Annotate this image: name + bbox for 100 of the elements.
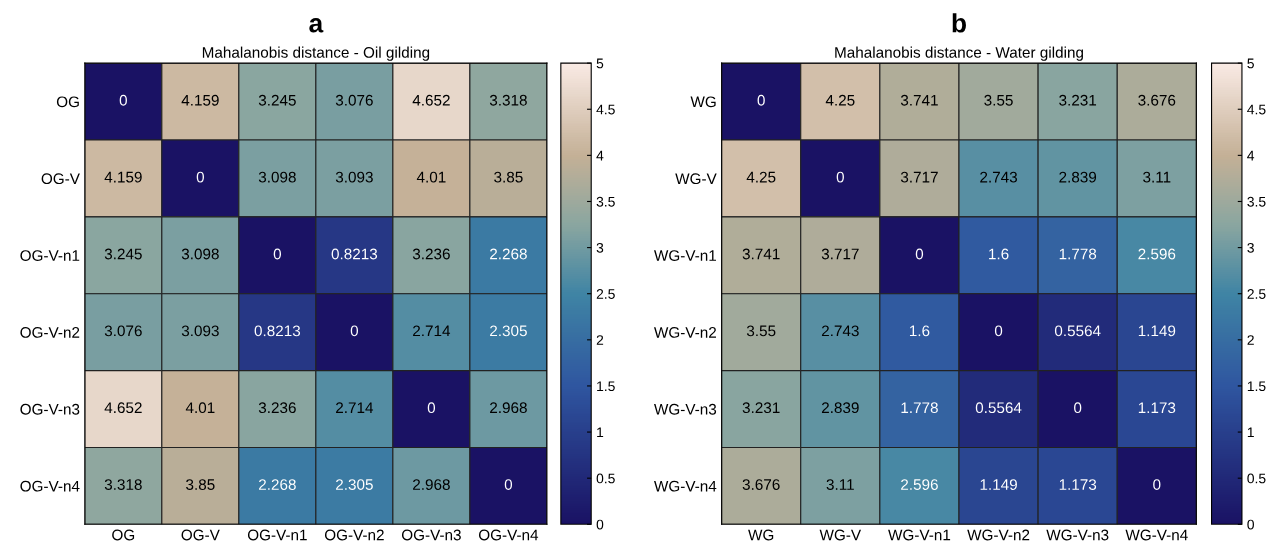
data-label: 2.596 xyxy=(1138,248,1176,260)
data-label: 2.714 xyxy=(336,402,374,413)
color-bar-label: 4 xyxy=(596,150,604,161)
data-label: 3.245 xyxy=(258,94,296,106)
data-label: 4.01 xyxy=(416,171,446,183)
data-label: 3.076 xyxy=(335,94,373,106)
y-tick-label: WG-V xyxy=(675,173,717,185)
data-label: 3.318 xyxy=(489,94,527,106)
data-label: 0 xyxy=(1074,402,1082,414)
data-label: 4.01 xyxy=(185,402,215,414)
data-label: 2.839 xyxy=(1059,171,1097,183)
color-bar-label: 0.5 xyxy=(1247,473,1266,484)
data-label: 3.098 xyxy=(258,171,296,183)
data-label: 3.245 xyxy=(104,248,142,260)
color-bar-label: 3 xyxy=(1247,242,1254,253)
color-bar-label: 4.5 xyxy=(1247,104,1266,115)
data-label: 3.098 xyxy=(181,248,219,260)
color-bar-label: 3.5 xyxy=(596,196,615,207)
y-tick-label: WG-V-n2 xyxy=(654,327,716,338)
data-label: 3.076 xyxy=(104,325,142,337)
data-label: 3.85 xyxy=(186,479,215,490)
data-label: 1.6 xyxy=(989,248,1009,260)
data-label: 2.268 xyxy=(490,248,527,260)
color-bar-label: 3 xyxy=(596,242,604,253)
data-label: 0 xyxy=(427,402,436,414)
y-tick-label: WG-V-n3 xyxy=(654,403,717,415)
data-label: 3.231 xyxy=(742,402,780,414)
x-tick-label: WG-V-n3 xyxy=(1046,529,1109,541)
data-label: 2.714 xyxy=(413,325,451,337)
x-tick-label: WG xyxy=(748,529,774,541)
data-label: 4.652 xyxy=(412,94,450,106)
data-label: 2.968 xyxy=(413,479,450,490)
data-label: 4.159 xyxy=(104,171,142,183)
data-label: 0.8213 xyxy=(331,248,378,260)
data-label: 3.236 xyxy=(258,402,296,414)
data-label: 0 xyxy=(273,248,282,260)
data-label: 2.839 xyxy=(821,402,859,414)
data-label: 2.968 xyxy=(490,402,527,414)
chart-subtitle: Mahalanobis distance - Oil gilding xyxy=(202,46,430,61)
x-tick-label: OG-V xyxy=(181,529,220,541)
color-bar-label: 0 xyxy=(596,519,604,530)
data-label: 3.318 xyxy=(104,479,142,490)
color-bar-label: 4 xyxy=(1247,150,1255,161)
data-label: 4.159 xyxy=(181,94,219,106)
data-label: 3.676 xyxy=(1138,94,1176,106)
chart-subtitle: Mahalanobis distance - Water gilding xyxy=(835,46,1083,61)
color-bar-label: 1.5 xyxy=(1247,381,1266,392)
data-label: 1.149 xyxy=(1138,325,1176,337)
data-label: 1.778 xyxy=(1059,248,1097,260)
color-bar-label: 5 xyxy=(1247,58,1254,69)
data-label: 1.173 xyxy=(1059,479,1097,490)
data-label: 1.149 xyxy=(980,479,1017,490)
data-label: 2.743 xyxy=(821,325,859,337)
data-label: 0 xyxy=(994,325,1003,337)
data-label: 0 xyxy=(757,94,765,106)
x-tick-label: WG-V-n2 xyxy=(967,529,1030,541)
data-label: 0.5564 xyxy=(975,402,1022,414)
y-tick-label: WG-V-n4 xyxy=(654,480,717,492)
data-label: 3.741 xyxy=(742,248,780,260)
data-label: 0 xyxy=(836,171,844,183)
data-label: 3.85 xyxy=(494,171,523,183)
data-label: 3.717 xyxy=(900,171,938,183)
data-label: 3.11 xyxy=(826,479,854,490)
data-label: 2.268 xyxy=(259,479,296,490)
data-label: 2.305 xyxy=(490,325,527,337)
data-label: 0 xyxy=(196,171,204,183)
x-tick-label: WG-V-n1 xyxy=(888,529,951,541)
color-bar-label: 4.5 xyxy=(596,104,615,115)
data-label: 4.25 xyxy=(825,94,855,106)
data-label: 0.8213 xyxy=(254,325,301,337)
color-bar-label: 1 xyxy=(1247,427,1254,438)
data-label: 3.093 xyxy=(335,171,373,183)
data-label: 3.55 xyxy=(746,325,776,337)
x-tick-label: OG-V-n2 xyxy=(324,529,384,541)
y-tick-label: WG-V-n1 xyxy=(654,250,717,261)
color-bar-label: 1.5 xyxy=(597,381,615,392)
data-label: 0 xyxy=(1153,479,1161,490)
y-tick-label: OG-V-n4 xyxy=(20,480,80,492)
data-label: 2.305 xyxy=(336,479,373,490)
data-label: 1.6 xyxy=(909,325,930,337)
x-tick-label: WG-V xyxy=(819,529,862,541)
data-label: 0 xyxy=(915,248,924,260)
data-label: 0 xyxy=(350,325,359,337)
data-label: 3.093 xyxy=(181,325,219,337)
color-bar-label: 2 xyxy=(596,335,604,345)
data-label: 2.743 xyxy=(980,171,1017,183)
data-label: 3.676 xyxy=(742,479,780,490)
y-tick-label: OG-V-n3 xyxy=(20,403,80,415)
data-label: 4.652 xyxy=(104,402,142,414)
color-bar-label: 5 xyxy=(596,58,604,69)
data-label: 0 xyxy=(119,94,127,106)
x-tick-label: OG xyxy=(112,529,135,541)
data-label: 1.778 xyxy=(901,402,938,414)
data-label: 3.11 xyxy=(1143,171,1171,183)
y-tick-label: OG-V-n1 xyxy=(20,250,80,261)
x-tick-label: OG-V-n3 xyxy=(401,529,461,541)
data-label: 0.5564 xyxy=(1054,325,1101,337)
color-bar-label: 2.5 xyxy=(596,289,615,299)
chart-title: a xyxy=(309,18,324,33)
data-label: 3.236 xyxy=(412,248,450,260)
